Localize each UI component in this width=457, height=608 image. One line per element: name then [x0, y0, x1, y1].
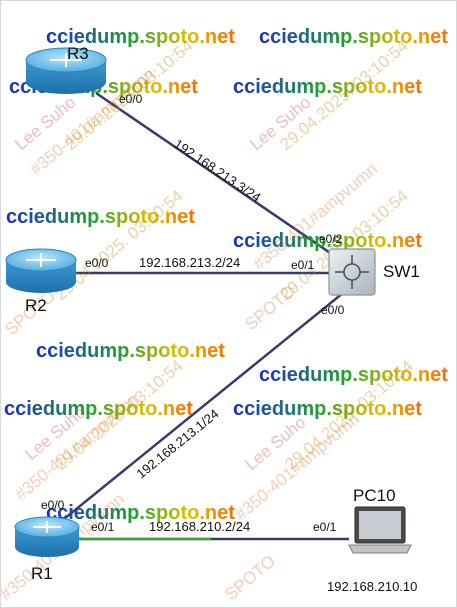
port-r3-e0-0: e0/0	[119, 92, 143, 106]
watermark-site: cciedump.spoto.net	[233, 76, 422, 98]
ip-label-r3-sw1: 192.168.213.3/24	[171, 136, 263, 205]
router-arrows-icon	[26, 253, 56, 267]
device-label-pc10: PC10	[353, 486, 396, 505]
pc10-ip-address: 192.168.210.10	[327, 579, 417, 594]
device-label-r1: R1	[31, 564, 53, 583]
watermark-site: cciedump.spoto.net	[36, 340, 225, 362]
watermark-site: cciedump.spoto.net	[46, 26, 235, 48]
device-label-r3: R3	[67, 44, 89, 63]
router-r2[interactable]	[5, 248, 77, 293]
switch-sw1[interactable]	[328, 248, 376, 296]
watermark-site: cciedump.spoto.net	[259, 364, 448, 386]
device-label-r2: R2	[25, 296, 47, 315]
port-r1-e0-1: e0/1	[91, 520, 115, 534]
watermark-site: cciedump.spoto.net	[46, 502, 235, 524]
router-arrows-icon	[50, 53, 82, 67]
port-pc10-e0-1: e0/1	[313, 520, 337, 534]
ip-label-r2-sw1: 192.168.213.2/24	[139, 255, 240, 270]
router-arrows-icon	[33, 521, 61, 533]
port-sw1-e0-0: e0/0	[321, 303, 345, 317]
ip-label-r1-pc10: 192.168.210.2/24	[149, 519, 250, 534]
device-label-sw1: SW1	[383, 262, 420, 281]
switch-arrows-icon	[335, 255, 369, 289]
port-r1-e0-0: e0/0	[41, 498, 65, 512]
watermark-site: cciedump.spoto.net	[233, 398, 422, 420]
watermark-site: cciedump.spoto.net	[233, 230, 422, 252]
pc10-laptop-icon[interactable]	[348, 506, 412, 554]
link-r3-sw1	[95, 91, 340, 261]
port-sw1-e0-1: e0/1	[291, 258, 315, 272]
port-sw1-e0-2: e0/2	[319, 232, 343, 246]
watermark-site: cciedump.spoto.net	[259, 26, 448, 48]
watermark-brand: SPOTO	[221, 551, 279, 604]
router-r3[interactable]	[25, 47, 107, 94]
watermark-site: cciedump.spoto.net	[6, 206, 195, 228]
link-r1-sw1	[58, 292, 344, 524]
router-r1[interactable]	[14, 516, 80, 557]
port-r2-e0-0: e0/0	[85, 256, 109, 270]
watermark-brand: SPOTO	[241, 281, 299, 334]
watermark-site: cciedump.spoto.net	[4, 398, 193, 420]
